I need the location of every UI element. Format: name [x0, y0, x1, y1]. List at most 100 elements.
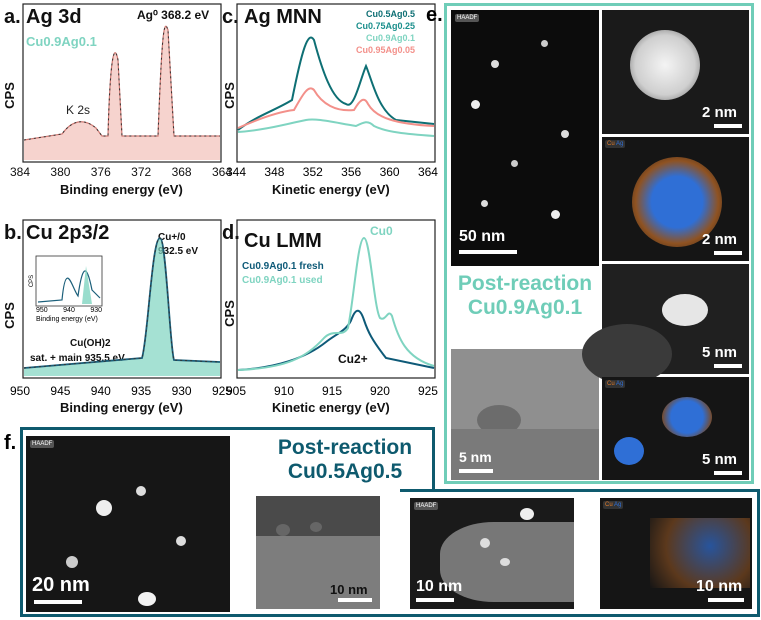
panel-a-sample-label: Cu0.9Ag0.1 — [26, 34, 97, 49]
panel-b-inset-xticks: 950 940 930 — [36, 307, 102, 314]
panel-b-inset-xtick: 950 — [36, 307, 48, 314]
panel-f-eds-map: Cu Ag 10 nm — [600, 498, 752, 609]
panel-c-plot — [236, 3, 436, 163]
panel-e-scalebar-label: 2 nm — [702, 231, 738, 248]
panel-f-scalebar — [416, 598, 454, 602]
panel-d-xticks: 905 910 915 920 925 — [226, 384, 438, 398]
panel-f-frame-bottom — [400, 489, 760, 617]
panel-a-annotation: K 2s — [66, 103, 91, 117]
panel-e-scalebar-label: 50 nm — [459, 228, 506, 245]
panel-f-haadf-2-badge: HAADF — [414, 502, 439, 510]
panel-b-letter: b. — [4, 222, 22, 244]
panel-c-letter: c. — [222, 6, 239, 28]
panel-a-ylabel: CPS — [1, 82, 17, 109]
panel-d-peak-cu0: Cu0 — [370, 224, 393, 238]
panel-e-scalebar-label: 2 nm — [702, 104, 738, 121]
panel-b-xtick: 945 — [50, 384, 71, 398]
panel-e-scalebar-label: 5 nm — [459, 449, 492, 465]
panel-f-scalebar — [708, 598, 744, 602]
panel-f-eds-legend: Cu Ag — [603, 501, 624, 509]
panel-c-xtick: 360 — [379, 165, 400, 179]
panel-b-annot-1: Cu(OH)2 — [70, 338, 111, 349]
panel-e-scalebar-label: 5 nm — [702, 451, 738, 468]
panel-a-xticks: 384 380 376 372 368 364 — [10, 165, 232, 179]
panel-a-title: Ag 3d — [26, 6, 82, 28]
panel-d-xlabel: Kinetic energy (eV) — [272, 400, 390, 415]
panel-d-legend-item: Cu0.9Ag0.1 fresh — [242, 261, 324, 272]
panel-a-xtick: 368 — [171, 165, 192, 179]
panel-a-letter: a. — [4, 6, 21, 28]
panel-f-haadf: HAADF 20 nm — [26, 436, 230, 612]
panel-b-peak-label-1: Cu+/0 — [158, 232, 186, 243]
panel-b-title: Cu 2p3/2 — [26, 222, 110, 244]
panel-c-title: Ag MNN — [244, 6, 322, 28]
panel-f-haadf-badge: HAADF — [30, 440, 55, 448]
panel-c-legend-item: Cu0.5Ag0.5 — [366, 9, 416, 19]
panel-e-scalebar — [714, 251, 742, 255]
panel-c-legend-item: Cu0.75Ag0.25 — [356, 21, 416, 31]
panel-e-haadf-small: 5 nm — [582, 264, 749, 384]
panel-e-scalebar — [459, 469, 493, 473]
panel-e-scalebar — [714, 471, 742, 475]
panel-b-xlabel: Binding energy (eV) — [60, 400, 183, 415]
panel-e-eds-map-1: Cu Ag 2 nm — [602, 137, 749, 261]
panel-b-inset-xtick: 930 — [90, 307, 102, 314]
panel-f-title: Post-reaction Cu0.5Ag0.5 — [252, 436, 438, 484]
panel-c-xticks: 344 348 352 356 360 364 — [226, 165, 438, 179]
panel-a-peak-label: Ag⁰ 368.2 eV — [137, 8, 210, 22]
panel-d-legend: Cu0.9Ag0.1 fresh Cu0.9Ag0.1 used — [242, 260, 324, 288]
panel-b-xtick: 950 — [10, 384, 31, 398]
panel-e-eds-legend: Cu Ag — [605, 140, 626, 148]
panel-e-scalebar-label: 5 nm — [702, 344, 738, 361]
panel-f-frame-top-right — [432, 427, 435, 492]
panel-e-title-line-1: Post-reaction — [457, 272, 593, 295]
panel-a-xlabel: Binding energy (eV) — [60, 182, 183, 197]
panel-d-letter: d. — [222, 222, 240, 244]
panel-a-plot — [22, 3, 222, 163]
panel-b-xtick: 935 — [131, 384, 152, 398]
panel-c-xtick: 352 — [302, 165, 323, 179]
panel-d-ylabel: CPS — [221, 300, 237, 327]
panel-c-legend: Cu0.5Ag0.5 Cu0.75Ag0.25 Cu0.9Ag0.1 Cu0.9… — [356, 8, 415, 56]
panel-c-xtick: 348 — [264, 165, 285, 179]
panel-a-xtick: 376 — [90, 165, 111, 179]
panel-d: d. Cu LMM Cu0 Cu2+ CPS Cu0.9Ag0.1 fresh … — [218, 218, 440, 428]
panel-c-legend-item: Cu0.95Ag0.05 — [356, 45, 416, 55]
panel-e-haadf-badge: HAADF — [455, 14, 480, 22]
panel-b-ylabel: CPS — [1, 302, 17, 329]
panel-c-legend-item: Cu0.9Ag0.1 — [366, 33, 416, 43]
panel-a-xtick: 364 — [211, 165, 232, 179]
panel-a-xtick: 384 — [10, 165, 31, 179]
panel-c-ylabel: CPS — [221, 82, 237, 109]
panel-a: a. Ag 3d Ag⁰ 368.2 eV Cu0.9Ag0.1 K 2s CP… — [0, 0, 232, 205]
panel-e-eds-map-2: Cu Ag 5 nm — [602, 377, 749, 480]
panel-c-xlabel: Kinetic energy (eV) — [272, 182, 390, 197]
panel-d-xtick: 905 — [226, 384, 247, 398]
panel-e-particle: 2 nm — [602, 10, 749, 134]
panel-b-inset-xlabel: Binding energy (eV) — [36, 316, 98, 323]
panel-f-scalebar-label: 10 nm — [330, 582, 368, 597]
panel-b-peak-label-2: 932.5 eV — [158, 246, 199, 257]
panel-e-scalebar — [459, 250, 517, 254]
panel-e-letter: e. — [426, 4, 443, 26]
panel-f-frame — [20, 427, 435, 617]
panel-e-frame: HAADF 50 nm 2 nm Cu Ag 2 nm Post-reactio… — [444, 3, 754, 484]
panel-b-inset-ylabel: CPS — [29, 274, 36, 288]
panel-f-scalebar — [338, 598, 372, 602]
panel-d-xtick: 915 — [321, 384, 342, 398]
panel-f-haadf-2: HAADF 10 nm — [410, 498, 574, 609]
panel-f-letter: f. — [4, 432, 17, 454]
panel-b-inset-xtick: 940 — [63, 307, 75, 314]
panel-e-tem: 5 nm — [451, 349, 599, 480]
panel-e-title: Post-reaction Cu0.9Ag0.1 — [451, 272, 599, 320]
panel-e-scalebar — [714, 124, 742, 128]
panel-b-plot — [22, 219, 222, 379]
panel-c: c. Ag MNN CPS Cu0.5Ag0.5 Cu0.75Ag0.25 Cu… — [218, 0, 440, 205]
panel-b-xtick: 940 — [90, 384, 111, 398]
panel-f-scalebar-label: 20 nm — [32, 574, 90, 596]
panel-b-xtick: 930 — [171, 384, 192, 398]
panel-f-scalebar-label: 10 nm — [416, 578, 463, 595]
panel-d-xtick: 920 — [369, 384, 390, 398]
panel-e-haadf-large: HAADF 50 nm — [451, 10, 599, 266]
panel-e-title-line-2: Cu0.9Ag0.1 — [467, 296, 583, 319]
